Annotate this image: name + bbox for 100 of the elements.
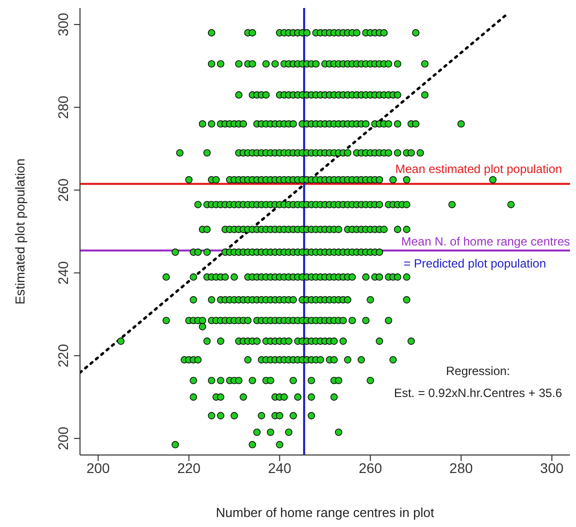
point xyxy=(403,226,410,234)
point xyxy=(208,296,216,304)
point xyxy=(394,273,402,281)
point xyxy=(403,176,410,184)
point xyxy=(217,338,224,345)
point xyxy=(280,393,288,401)
point xyxy=(412,120,420,128)
point xyxy=(380,226,388,234)
point xyxy=(294,393,302,401)
point xyxy=(334,376,342,384)
ref-line-label: = Predicted plot population xyxy=(404,256,546,271)
point xyxy=(235,91,242,99)
point xyxy=(366,376,374,384)
annotation: Est. = 0.92xN.hr.Centres + 35.6 xyxy=(394,386,562,400)
point xyxy=(334,428,342,436)
point xyxy=(303,29,310,36)
point xyxy=(230,412,238,420)
point xyxy=(376,200,384,208)
annotation: Regression: xyxy=(446,364,510,378)
point xyxy=(190,273,198,281)
point xyxy=(340,338,347,345)
point xyxy=(290,412,297,420)
ref-line-label: Mean N. of home range centres xyxy=(401,234,570,249)
point xyxy=(421,60,428,68)
point xyxy=(316,356,324,364)
point xyxy=(290,296,297,304)
point xyxy=(217,376,224,384)
point xyxy=(448,200,456,208)
point xyxy=(412,29,420,36)
point xyxy=(362,273,370,281)
point xyxy=(217,393,224,401)
point xyxy=(394,120,402,128)
x-tick-label: 260 xyxy=(358,460,382,476)
point xyxy=(262,91,270,99)
point xyxy=(376,248,384,256)
point xyxy=(230,273,238,281)
point xyxy=(190,376,198,384)
point xyxy=(384,120,392,128)
point xyxy=(353,29,360,36)
y-tick-label: 280 xyxy=(55,95,71,120)
point xyxy=(384,316,392,324)
point xyxy=(244,356,252,364)
point xyxy=(421,91,428,99)
point xyxy=(389,356,397,364)
point xyxy=(266,376,274,384)
point xyxy=(384,149,392,157)
x-axis-title: Number of home range centres in plot xyxy=(216,505,434,520)
point xyxy=(162,316,170,324)
point xyxy=(507,200,515,208)
point xyxy=(176,149,184,157)
point xyxy=(290,120,297,128)
point xyxy=(403,200,410,208)
point xyxy=(403,273,410,281)
point xyxy=(290,376,297,384)
y-tick-label: 200 xyxy=(55,426,71,450)
point xyxy=(208,29,216,36)
point xyxy=(408,149,415,157)
point xyxy=(208,120,216,128)
point xyxy=(217,60,224,68)
point xyxy=(330,356,338,364)
point xyxy=(240,120,247,128)
point xyxy=(198,120,206,128)
point xyxy=(190,296,198,304)
point xyxy=(330,338,338,345)
point xyxy=(276,441,284,448)
x-tick-label: 200 xyxy=(86,460,110,476)
point xyxy=(276,412,284,420)
point xyxy=(212,176,220,184)
point xyxy=(266,428,274,436)
y-tick-label: 300 xyxy=(55,12,71,36)
y-tick-label: 220 xyxy=(55,344,71,368)
point xyxy=(248,441,256,448)
point xyxy=(172,441,179,448)
point xyxy=(380,29,388,36)
point xyxy=(285,338,292,345)
point xyxy=(334,226,342,234)
point xyxy=(403,296,410,304)
x-tick-label: 220 xyxy=(177,460,201,476)
point xyxy=(162,273,170,281)
point xyxy=(203,226,211,234)
point xyxy=(330,393,338,401)
point xyxy=(308,412,316,420)
point xyxy=(198,323,206,330)
y-tick-label: 260 xyxy=(55,178,71,202)
point xyxy=(394,60,402,68)
point xyxy=(190,393,198,401)
point xyxy=(248,29,256,36)
point xyxy=(198,316,206,324)
point xyxy=(489,176,497,184)
point xyxy=(416,149,424,157)
point xyxy=(348,316,356,324)
point xyxy=(194,248,202,256)
point xyxy=(203,149,211,157)
point xyxy=(389,176,397,184)
point xyxy=(308,376,316,384)
ref-line-label: Mean estimated plot population xyxy=(395,162,562,176)
point xyxy=(240,393,247,401)
point xyxy=(312,60,320,68)
point xyxy=(117,338,124,345)
point xyxy=(376,273,384,281)
